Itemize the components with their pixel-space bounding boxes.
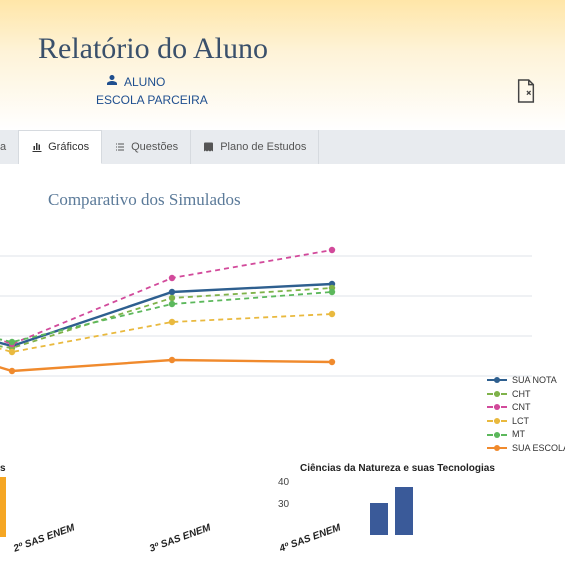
legend-item: CHT bbox=[487, 388, 565, 401]
legend-item: SUA ESCOLA bbox=[487, 442, 565, 455]
content: Comparativo dos Simulados SUA NOTACHTCNT… bbox=[0, 164, 565, 426]
tab-questoes[interactable]: Questões bbox=[102, 130, 191, 164]
legend-item: CNT bbox=[487, 401, 565, 414]
comparativo-chart bbox=[0, 226, 532, 426]
tab-partial[interactable]: a bbox=[0, 130, 19, 164]
lower-charts: s Ciências da Natureza e suas Tecnologia… bbox=[0, 455, 565, 535]
tab-partial-label: a bbox=[0, 141, 6, 153]
tab-graficos[interactable]: Gráficos bbox=[19, 130, 102, 164]
left-bar-fragment bbox=[0, 477, 6, 537]
x-axis-labels: 2º SAS ENEM3º SAS ENEM4º SAS ENEM bbox=[0, 544, 536, 574]
legend-item: LCT bbox=[487, 415, 565, 428]
book-icon bbox=[203, 141, 215, 153]
page-title: Relatório do Aluno bbox=[38, 32, 565, 66]
bar-chart-icon bbox=[31, 141, 43, 153]
header: Relatório do Aluno ALUNO ESCOLA PARCEIRA bbox=[0, 0, 565, 130]
ytick-40: 40 bbox=[278, 477, 289, 488]
legend-item: MT bbox=[487, 428, 565, 441]
left-mini-title: s bbox=[0, 463, 6, 474]
user-icon bbox=[106, 74, 118, 89]
list-icon bbox=[114, 141, 126, 153]
bar bbox=[370, 503, 388, 535]
tabs: a Gráficos Questões Plano de Estudos bbox=[0, 130, 565, 164]
tab-plano[interactable]: Plano de Estudos bbox=[191, 130, 319, 164]
comparativo-title: Comparativo dos Simulados bbox=[48, 190, 565, 210]
tab-plano-label: Plano de Estudos bbox=[220, 141, 306, 153]
legend-item: SUA NOTA bbox=[487, 374, 565, 387]
ytick-30: 30 bbox=[278, 499, 289, 510]
chart-svg bbox=[0, 226, 532, 426]
school-label: ESCOLA PARCEIRA bbox=[38, 93, 565, 107]
right-mini-title: Ciências da Natureza e suas Tecnologias bbox=[300, 463, 495, 474]
student-label: ALUNO bbox=[124, 75, 165, 89]
student-line: ALUNO bbox=[38, 74, 565, 89]
bar bbox=[395, 487, 413, 535]
tab-questoes-label: Questões bbox=[131, 141, 178, 153]
chart-legend: SUA NOTACHTCNTLCTMTSUA ESCOLA bbox=[487, 374, 565, 456]
pdf-icon[interactable] bbox=[515, 78, 537, 104]
tab-graficos-label: Gráficos bbox=[48, 141, 89, 153]
